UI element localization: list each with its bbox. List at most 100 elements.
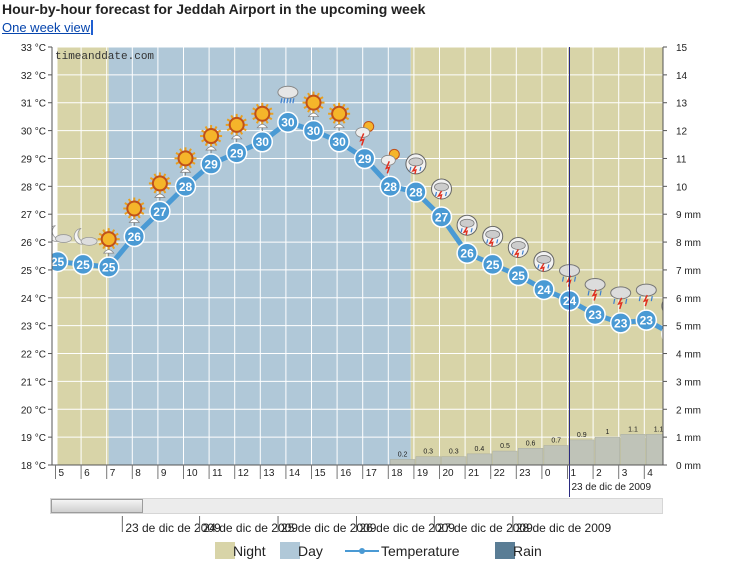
weather-thunder-sun-icon bbox=[355, 120, 375, 146]
one-week-view-link[interactable]: One week view bbox=[2, 20, 94, 35]
temperature-label: 29 bbox=[358, 152, 372, 166]
y-left-tick-label: 19 °C bbox=[21, 433, 46, 444]
plot-area: timeanddate.com 0.2 0.3 0.3 0.4 0.5 0.6 0.7 0.9 1… bbox=[52, 47, 703, 465]
temperature-point bbox=[379, 175, 402, 198]
temperature-label: 29 bbox=[204, 158, 218, 172]
chart-scrollbar[interactable] bbox=[50, 498, 663, 514]
x-tick-label: 18 bbox=[391, 468, 403, 479]
weather-sun-umbrella-icon bbox=[251, 102, 274, 132]
scrollbar-thumb[interactable] bbox=[51, 499, 143, 513]
lightning bbox=[539, 263, 545, 272]
raindrop bbox=[599, 290, 602, 296]
temperature-label: 25 bbox=[512, 269, 526, 283]
temperature-point bbox=[430, 206, 453, 228]
x-date-label: 23 de dic de 2009 bbox=[572, 482, 652, 493]
temperature-point bbox=[481, 253, 504, 276]
temperature-label: 28 bbox=[179, 180, 193, 194]
legend-rain-label: Rain bbox=[513, 543, 542, 559]
y-left-tick-label: 27 °C bbox=[21, 210, 46, 221]
y-left-tick-label: 28 °C bbox=[21, 182, 46, 193]
temperature-label: 30 bbox=[281, 116, 295, 130]
x-tick-label: 10 bbox=[187, 468, 199, 479]
sun bbox=[203, 128, 220, 145]
raindrop bbox=[625, 298, 628, 304]
cloud bbox=[635, 283, 657, 297]
legend-day-swatch bbox=[280, 542, 300, 559]
lightning bbox=[513, 249, 520, 258]
legend-temperature-swatch bbox=[345, 548, 379, 554]
temperature-label: 26 bbox=[460, 247, 474, 261]
x-tick-label: 23 bbox=[519, 468, 531, 479]
sun bbox=[254, 105, 271, 122]
cloud bbox=[610, 286, 632, 300]
raindrop bbox=[419, 166, 422, 172]
x-tick-label: 6 bbox=[84, 468, 90, 479]
navigator-label: 23 de dic de 2009 bbox=[125, 521, 221, 535]
sun bbox=[177, 150, 194, 167]
rain-bar bbox=[415, 456, 441, 465]
cloud bbox=[80, 236, 98, 246]
sun bbox=[151, 175, 168, 192]
legend-night-swatch bbox=[215, 542, 235, 559]
navigator-label: 25 de dic de 2009 bbox=[281, 521, 377, 535]
x-tick-label: 8 bbox=[135, 468, 141, 479]
raindrop bbox=[434, 191, 438, 197]
temperature-label: 28 bbox=[384, 180, 398, 194]
y-left-tick-label: 32 °C bbox=[21, 71, 46, 82]
legend-night-label: Night bbox=[233, 543, 266, 559]
temperature-point bbox=[635, 309, 658, 331]
raindrop bbox=[613, 298, 616, 304]
y-right-tick-label: 8 mm bbox=[676, 238, 701, 249]
cloud bbox=[277, 85, 299, 99]
y-right-tick-label: 12 bbox=[676, 127, 688, 138]
cloud bbox=[536, 255, 552, 264]
temperature-point bbox=[507, 264, 530, 287]
rain-bar-label: 0.7 bbox=[551, 437, 561, 444]
temperature-point bbox=[123, 225, 146, 248]
lightning bbox=[617, 297, 623, 310]
x-tick-label: 7 bbox=[110, 468, 116, 479]
x-tick-label: 3 bbox=[622, 468, 628, 479]
temperature-point bbox=[533, 278, 555, 301]
rain-bar bbox=[492, 450, 518, 465]
umbrella bbox=[128, 218, 141, 223]
y-right-tick-label: 15 bbox=[676, 43, 688, 54]
x-tick-label: 17 bbox=[366, 468, 378, 479]
sun bbox=[228, 116, 245, 133]
raindrop bbox=[289, 98, 292, 104]
y-right-tick-label: 10 bbox=[676, 182, 688, 193]
chart-legend: Night Day Temperature Rain bbox=[0, 539, 745, 561]
lightning bbox=[669, 308, 672, 316]
y-right-tick-label: 5 mm bbox=[676, 322, 701, 333]
raindrop bbox=[537, 264, 540, 269]
temperature-label: 27 bbox=[153, 205, 167, 219]
weather-sun-umbrella-icon bbox=[174, 147, 197, 177]
temperature-label: 23 bbox=[588, 308, 602, 322]
y-left-tick-label: 22 °C bbox=[21, 350, 46, 361]
umbrella bbox=[307, 112, 320, 117]
raindrop bbox=[511, 250, 514, 255]
lightning bbox=[642, 294, 649, 307]
rain-bar bbox=[518, 448, 544, 465]
x-tick-label: 0 bbox=[545, 468, 551, 479]
temperature-label: 24 bbox=[537, 283, 551, 297]
y-right-tick-label: 9 mm bbox=[676, 210, 701, 221]
y-left-tick-label: 24 °C bbox=[21, 294, 46, 305]
y-left-tick-label: 18 °C bbox=[21, 461, 46, 472]
raindrop bbox=[547, 264, 550, 269]
raindrop bbox=[292, 98, 295, 104]
raindrop bbox=[486, 239, 489, 244]
page-title: Hour-by-hour forecast for Jeddah Airport… bbox=[2, 1, 426, 17]
raindrop bbox=[702, 317, 703, 321]
raindrop bbox=[650, 295, 653, 302]
weather-sun-umbrella-icon bbox=[302, 91, 325, 121]
weather-storm-icon bbox=[405, 153, 427, 175]
x-tick-label: 9 bbox=[161, 468, 167, 479]
temperature-point bbox=[97, 256, 120, 278]
x-tick-label: 13 bbox=[263, 468, 275, 479]
y-left-tick-label: 29 °C bbox=[21, 154, 46, 165]
weather-moon-cloud-icon bbox=[73, 227, 98, 246]
temperature-point bbox=[251, 130, 274, 153]
temperature-point bbox=[405, 181, 427, 203]
weather-storm-icon bbox=[507, 237, 529, 259]
